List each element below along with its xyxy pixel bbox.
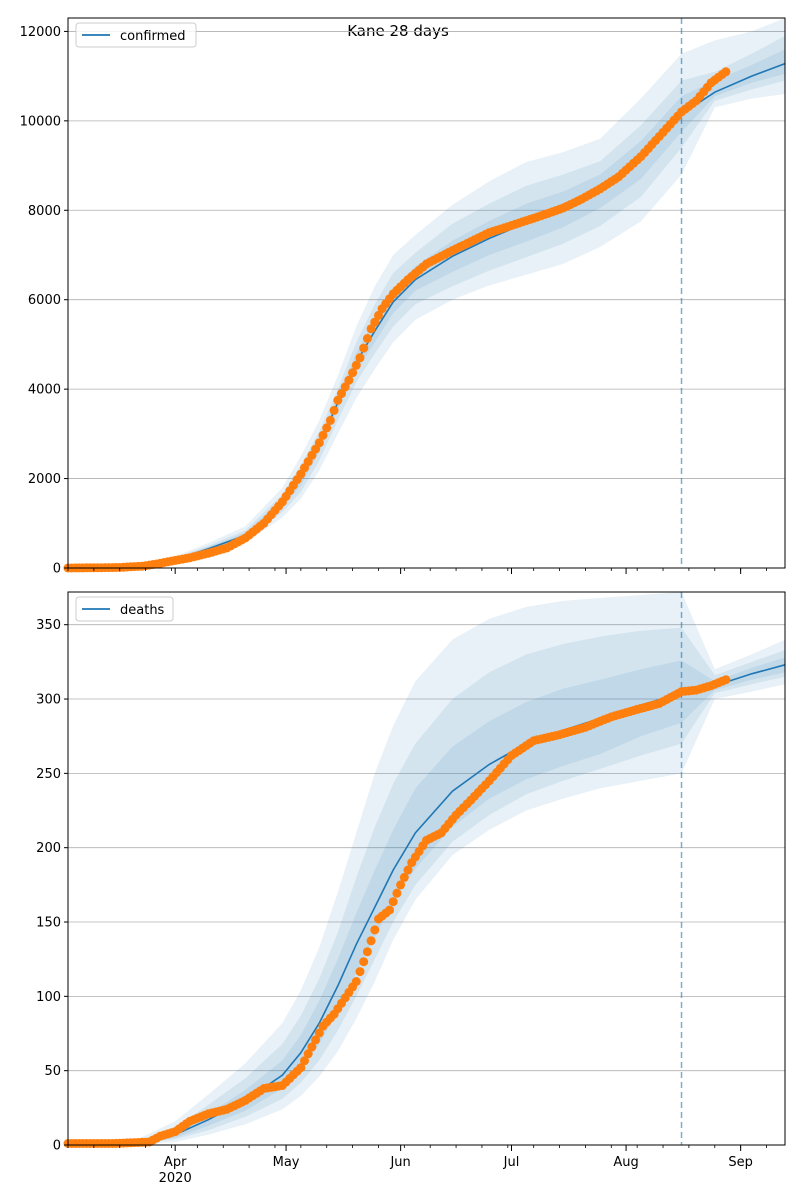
observed-point <box>348 368 358 378</box>
band-middle <box>68 627 785 1145</box>
legend-label: deaths <box>120 603 165 618</box>
confirmed-uncertainty-bands <box>68 18 785 569</box>
observed-point <box>374 310 383 320</box>
y-tick-label: 6000 <box>28 293 61 308</box>
band-middle <box>68 35 785 568</box>
band-outer <box>68 18 785 568</box>
observed-point <box>344 375 354 385</box>
y-tick-label: 150 <box>36 916 61 931</box>
x-year-label: 2020 <box>159 1171 192 1186</box>
figure-title: Kane 28 days <box>347 22 449 40</box>
observed-point <box>300 1056 309 1066</box>
legend-label: confirmed <box>120 29 186 44</box>
observed-point <box>359 957 369 967</box>
observed-point <box>355 353 365 363</box>
y-tick-label: 100 <box>36 990 61 1005</box>
confirmed-axes: 0 2000 4000 6000 8000 10000 12000 <box>20 17 786 577</box>
observed-point <box>351 977 361 986</box>
observed-point <box>325 415 335 425</box>
observed-point <box>311 1035 321 1045</box>
observed-point <box>362 334 372 343</box>
observed-point <box>396 880 406 890</box>
x-tick-label: Jul <box>503 1155 520 1170</box>
observed-point <box>333 395 343 405</box>
deaths-legend: deaths <box>75 596 174 622</box>
observed-point <box>366 936 376 946</box>
confirmed-panel: 0 2000 4000 6000 8000 10000 12000 confirmed <box>20 17 786 577</box>
observed-point <box>359 343 369 353</box>
y-tick-label: 0 <box>53 562 61 577</box>
observed-point <box>399 872 409 882</box>
observed-point <box>340 382 350 392</box>
observed-point <box>721 67 731 77</box>
band-inner <box>68 49 785 569</box>
observed-point <box>314 438 324 448</box>
confirmed-legend: confirmed <box>75 22 197 48</box>
band-outer <box>68 592 785 1145</box>
observed-point <box>721 675 731 685</box>
observed-point <box>318 430 328 440</box>
x-tick-label: Jun <box>389 1155 410 1170</box>
y-tick-label: 200 <box>36 841 61 856</box>
deaths-axes: 0 50 100 150 200 250 300 350 Apr May Jun Jul Aug Sep 2… <box>36 591 786 1186</box>
x-tick-label: Sep <box>728 1155 753 1170</box>
observed-point <box>403 865 413 875</box>
y-tick-label: 4000 <box>28 383 61 398</box>
legend-box <box>75 22 197 48</box>
x-tick-label: Apr <box>164 1155 187 1170</box>
observed-point <box>355 967 365 977</box>
axes-frame <box>67 591 786 1146</box>
observed-point <box>388 897 398 907</box>
y-tick-label: 12000 <box>20 25 61 40</box>
observed-point <box>392 888 402 898</box>
axes-frame <box>67 17 786 569</box>
y-tick-label: 50 <box>44 1064 61 1079</box>
observed-point <box>296 1063 306 1073</box>
observed-point <box>370 925 380 935</box>
observed-point <box>314 1028 324 1038</box>
observed-point <box>385 905 394 915</box>
deaths-panel: 0 50 100 150 200 250 300 350 Apr May Jun Jul Aug Sep 2… <box>36 591 786 1186</box>
observed-point <box>370 317 380 327</box>
y-tick-label: 350 <box>36 618 61 633</box>
observed-point <box>362 947 372 957</box>
observed-point <box>303 1049 313 1059</box>
deaths-observed-points <box>63 675 731 1148</box>
y-tick-label: 250 <box>36 767 61 782</box>
x-tick-label: May <box>273 1155 300 1170</box>
observed-point <box>307 1042 317 1052</box>
y-tick-label: 10000 <box>20 114 61 129</box>
x-tick-label: Aug <box>613 1155 638 1170</box>
legend-box <box>75 596 174 622</box>
y-tick-label: 0 <box>53 1139 61 1154</box>
y-tick-label: 2000 <box>28 472 61 487</box>
deaths-uncertainty-bands <box>68 592 785 1145</box>
confirmed-observed-points <box>63 67 731 573</box>
y-tick-label: 8000 <box>28 204 61 219</box>
observed-point <box>366 324 376 334</box>
observed-point <box>351 360 361 370</box>
y-tick-label: 300 <box>36 693 61 708</box>
observed-point <box>322 423 332 433</box>
observed-point <box>337 389 346 399</box>
observed-point <box>329 405 339 415</box>
